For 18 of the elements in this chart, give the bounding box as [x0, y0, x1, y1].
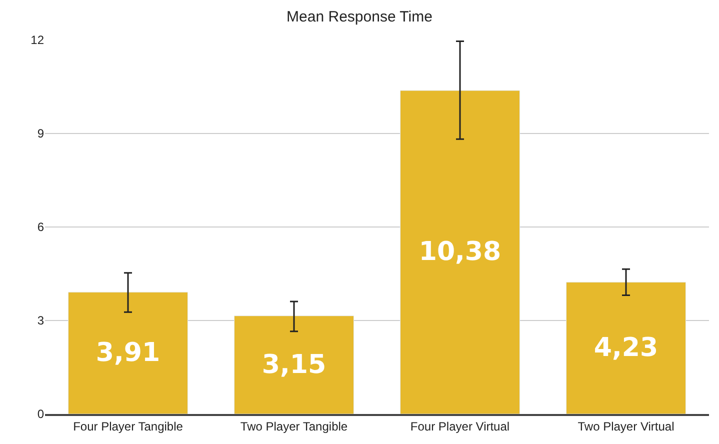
data-label: 3,91: [96, 338, 160, 368]
x-tick-label: Two Player Tangible: [240, 419, 348, 434]
bar: [234, 316, 354, 414]
x-tick-label: Two Player Virtual: [578, 419, 674, 434]
y-tick-label: 9: [37, 126, 44, 141]
y-tick-label: 0: [37, 407, 44, 422]
data-label: 10,38: [418, 237, 502, 268]
data-label: 4,23: [594, 333, 658, 364]
y-tick-label: 6: [37, 220, 44, 234]
bar: [566, 282, 686, 414]
x-tick-label: Four Player Tangible: [73, 419, 184, 434]
x-tick-label: Four Player Virtual: [410, 419, 510, 434]
bar: [400, 90, 520, 414]
bar: [68, 292, 188, 414]
chart-title: Mean Response Time: [286, 8, 432, 26]
data-label: 3,15: [262, 350, 326, 380]
y-tick-label: 12: [30, 33, 44, 48]
y-tick-label: 3: [37, 314, 44, 328]
